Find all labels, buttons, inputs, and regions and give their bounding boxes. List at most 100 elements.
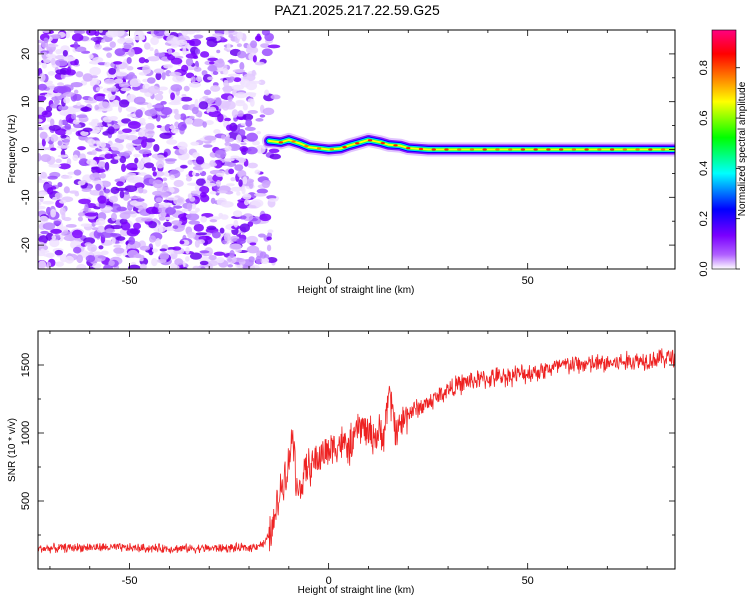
noise-blob	[92, 262, 102, 269]
noise-blob	[38, 241, 46, 247]
noise-blob	[215, 172, 225, 177]
figure-title: PAZ1.2025.217.22.59.G25	[274, 2, 440, 18]
noise-blob	[120, 221, 131, 231]
signal-track	[261, 132, 675, 157]
noise-blob	[113, 247, 125, 254]
noise-blob	[177, 141, 188, 150]
track-core	[406, 146, 411, 150]
noise-blob	[174, 113, 181, 120]
noise-blob	[147, 56, 160, 62]
track-core	[584, 148, 589, 151]
noise-blob	[145, 138, 156, 143]
noise-blob	[264, 89, 270, 96]
noise-blob	[234, 164, 244, 171]
noise-blob	[82, 127, 93, 132]
noise-blob	[73, 123, 82, 129]
noise-blob	[65, 223, 77, 228]
noise-blob	[46, 206, 52, 215]
noise-blob	[84, 242, 93, 247]
noise-blob	[242, 176, 248, 185]
noise-blob	[186, 202, 193, 212]
noise-blob	[129, 78, 141, 88]
noise-blob	[40, 171, 47, 179]
noise-blob	[239, 145, 249, 152]
noise-blob	[188, 220, 201, 225]
noise-blob	[120, 87, 132, 92]
track-core	[444, 148, 449, 151]
noise-blob	[134, 157, 139, 164]
noise-blob	[128, 236, 136, 245]
noise-blob	[233, 77, 242, 83]
noise-blob	[259, 114, 266, 118]
noise-blob	[113, 61, 123, 65]
noise-blob	[85, 254, 96, 263]
spectrogram-ylabel: Frequency (Hz)	[7, 115, 18, 184]
noise-blob	[51, 96, 58, 101]
noise-blob	[198, 235, 211, 241]
noise-blob	[189, 115, 195, 120]
noise-blob	[193, 34, 204, 39]
noise-blob	[119, 190, 125, 199]
noise-blob	[216, 49, 221, 54]
track-core	[635, 148, 640, 151]
noise-blob	[70, 81, 83, 88]
noise-blob	[222, 68, 229, 75]
noise-region	[38, 30, 281, 269]
track-core	[316, 147, 322, 150]
noise-blob	[98, 101, 111, 110]
noise-blob	[45, 54, 57, 58]
noise-blob	[113, 30, 125, 37]
noise-blob	[97, 255, 106, 259]
noise-blob	[185, 176, 192, 182]
noise-blob	[117, 38, 126, 44]
noise-blob	[181, 93, 187, 97]
noise-blob	[55, 59, 68, 67]
noise-blob	[190, 76, 196, 83]
noise-blob	[208, 106, 217, 113]
noise-blob	[174, 258, 184, 266]
noise-blob	[77, 146, 86, 151]
noise-blob	[162, 177, 168, 182]
noise-blob	[49, 238, 60, 248]
noise-blob	[170, 84, 183, 92]
noise-blob	[97, 195, 107, 204]
noise-blob	[188, 81, 202, 88]
noise-blob	[227, 264, 234, 268]
noise-blob	[180, 96, 193, 102]
noise-blob	[193, 66, 202, 72]
colorbar-tick-label: 0.4	[698, 161, 710, 176]
track-core	[533, 148, 538, 151]
noise-blob	[262, 107, 275, 116]
noise-blob	[63, 97, 70, 104]
noise-blob	[115, 236, 126, 241]
noise-blob	[118, 81, 130, 88]
noise-blob	[234, 101, 246, 107]
noise-blob	[221, 102, 230, 111]
noise-blob	[66, 158, 72, 166]
noise-blob	[128, 196, 142, 200]
noise-blob	[144, 42, 151, 50]
noise-blob	[246, 245, 260, 254]
noise-blob	[152, 171, 157, 177]
noise-blob	[139, 117, 146, 124]
noise-blob	[232, 210, 243, 218]
noise-blob	[38, 205, 46, 210]
noise-blob	[212, 71, 219, 76]
noise-blob	[211, 231, 221, 239]
noise-blob	[223, 158, 235, 162]
noise-blob	[41, 62, 47, 69]
noise-blob	[214, 97, 222, 107]
noise-blob	[224, 136, 230, 144]
noise-blob	[50, 134, 59, 142]
noise-blob	[249, 80, 262, 84]
noise-blob	[167, 48, 173, 55]
noise-blob	[226, 42, 231, 50]
noise-blob	[41, 110, 53, 118]
snr-xlabel: Height of straight line (km)	[298, 585, 415, 596]
noise-blob	[116, 206, 127, 212]
noise-blob	[253, 193, 267, 197]
noise-blob	[256, 130, 262, 135]
noise-blob	[70, 60, 78, 66]
spectrogram-ytick-label: -20	[20, 237, 32, 253]
noise-blob	[191, 171, 196, 177]
